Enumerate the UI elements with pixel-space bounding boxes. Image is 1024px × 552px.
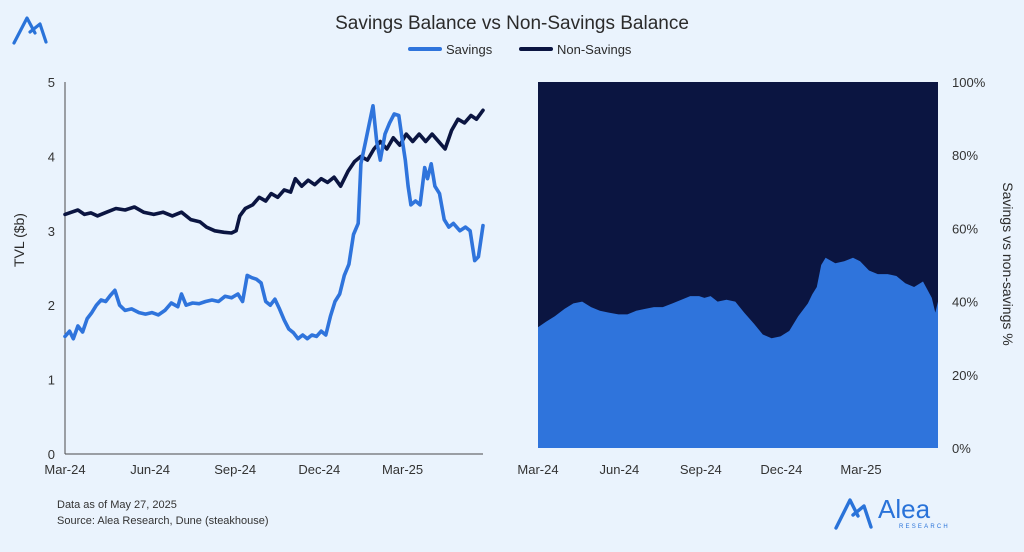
left-y-tick-0: 0 — [48, 447, 55, 462]
right-x-tick-dec-24: Dec-24 — [760, 462, 802, 477]
legend-label-non-savings: Non-Savings — [557, 42, 632, 57]
left-x-tick-mar-24: Mar-24 — [44, 462, 85, 477]
left-x-tick-mar-25: Mar-25 — [382, 462, 423, 477]
series-line-savings — [63, 104, 485, 341]
brand-name: Alea — [878, 494, 931, 524]
right-y-tick-40: 40% — [952, 295, 978, 310]
right-x-tick-mar-25: Mar-25 — [840, 462, 881, 477]
legend: Savings Non-Savings — [408, 42, 632, 57]
left-y-tick-5: 5 — [48, 75, 55, 90]
brand-block: Alea RESEARCH — [834, 494, 950, 530]
left-series-lines — [63, 104, 485, 341]
left-y-tick-labels: 0 1 2 3 4 5 — [48, 75, 55, 462]
left-x-tick-sep-24: Sep-24 — [214, 462, 256, 477]
left-x-tick-jun-24: Jun-24 — [130, 462, 170, 477]
left-line-chart: 0 1 2 3 4 5 Mar-24 Jun-24 Sep-24 Dec-24 Mar-25 TV… — [11, 75, 485, 477]
right-y-tick-labels: 0% 20% 40% 60% 80% 100% — [952, 75, 986, 456]
left-y-tick-1: 1 — [48, 373, 55, 388]
left-y-tick-2: 2 — [48, 298, 55, 313]
brand-subtitle: RESEARCH — [899, 524, 950, 530]
right-x-tick-mar-24: Mar-24 — [517, 462, 558, 477]
right-y-tick-60: 60% — [952, 221, 978, 236]
right-x-tick-labels: Mar-24 Jun-24 Sep-24 Dec-24 Mar-25 — [517, 462, 881, 477]
right-area-chart: 0% 20% 40% 60% 80% 100% Mar-24 Jun-24 Sep-24 Dec… — [517, 75, 1016, 477]
series-line-non-savings — [63, 108, 485, 235]
legend-label-savings: Savings — [446, 42, 493, 57]
right-y-axis-title: Savings vs non-savings % — [1000, 182, 1016, 345]
footnote-source: Source: Alea Research, Dune (steakhouse) — [57, 515, 269, 527]
left-y-tick-3: 3 — [48, 224, 55, 239]
left-y-tick-4: 4 — [48, 149, 55, 164]
area-savings — [538, 257, 938, 448]
right-y-tick-0: 0% — [952, 441, 971, 456]
right-y-tick-20: 20% — [952, 368, 978, 383]
left-y-axis-title: TVL ($b) — [11, 213, 27, 267]
left-x-tick-dec-24: Dec-24 — [298, 462, 340, 477]
right-x-tick-jun-24: Jun-24 — [600, 462, 640, 477]
alea-logo-icon — [834, 498, 873, 530]
footnote-date: Data as of May 27, 2025 — [57, 499, 177, 511]
right-x-tick-sep-24: Sep-24 — [680, 462, 722, 477]
chart-title: Savings Balance vs Non-Savings Balance — [335, 13, 689, 34]
left-x-tick-labels: Mar-24 Jun-24 Sep-24 Dec-24 Mar-25 — [44, 462, 423, 477]
right-y-tick-80: 80% — [952, 148, 978, 163]
right-stacked-areas — [538, 82, 938, 448]
right-y-tick-100: 100% — [952, 75, 986, 90]
alea-logo-icon — [12, 16, 48, 45]
